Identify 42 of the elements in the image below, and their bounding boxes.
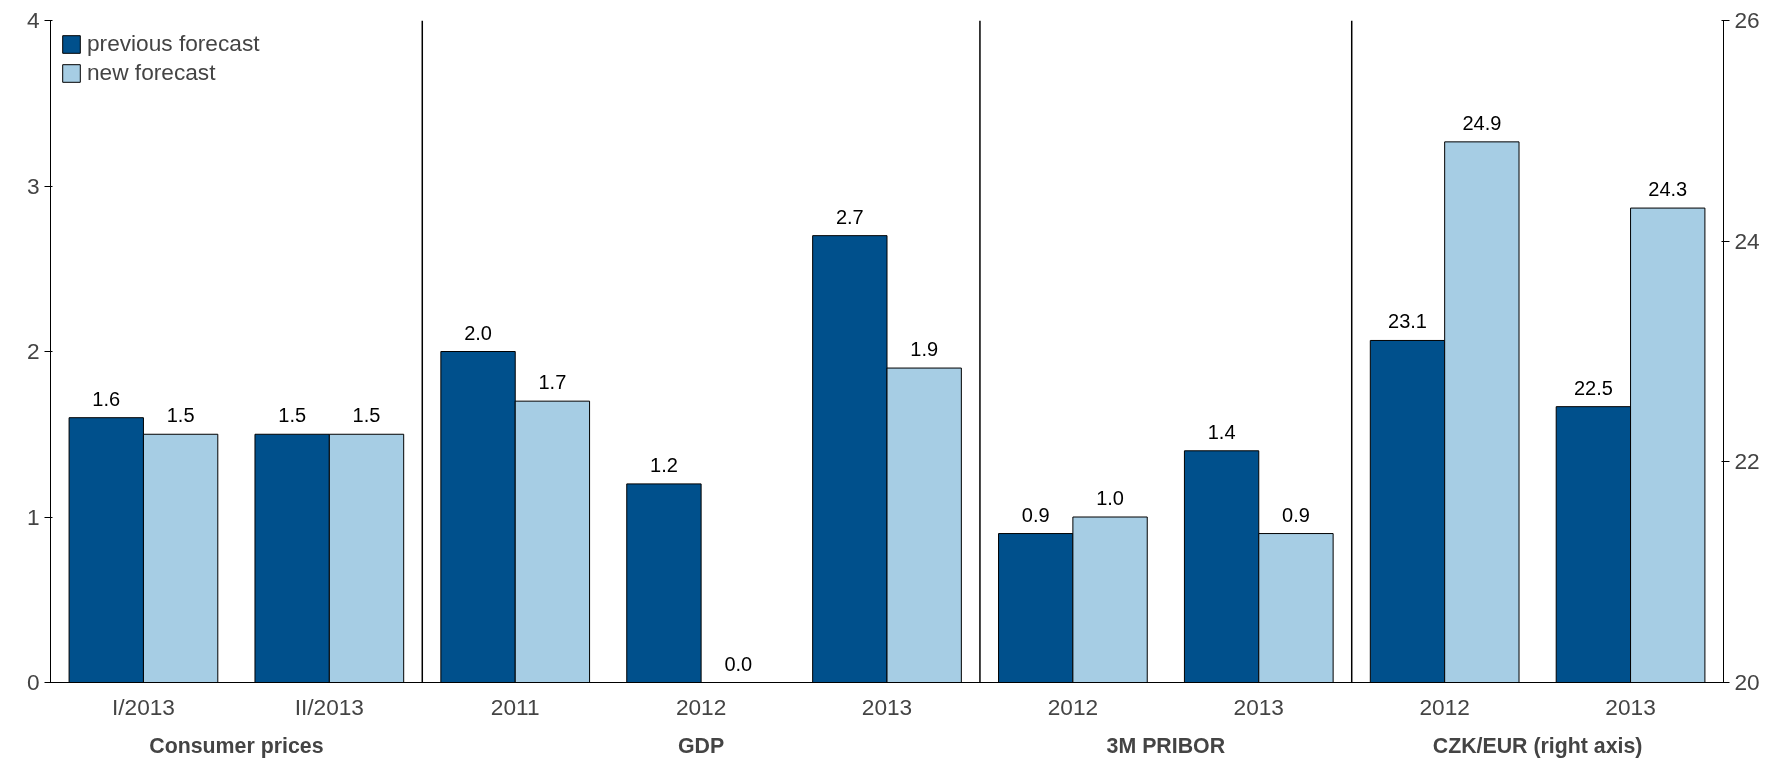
- data-label: 24.3: [1648, 178, 1688, 201]
- data-label: 1.7: [538, 371, 567, 394]
- data-label: 1.9: [910, 338, 939, 361]
- x-tick-label: 2012: [675, 693, 727, 720]
- y-tick-label: 1: [26, 503, 40, 530]
- y2-tick-label: 24: [1734, 227, 1760, 254]
- text: GDP: [678, 733, 725, 758]
- text: 3M PRIBOR: [1106, 733, 1226, 758]
- data-label: 1.4: [1207, 420, 1236, 443]
- data-label: 1.6: [92, 387, 121, 410]
- y-tick-label: 4: [26, 7, 40, 33]
- x-tick-label: II/2013: [294, 693, 364, 720]
- x-tick-label: 2012: [1047, 693, 1099, 720]
- y2-tick-label: 22: [1734, 448, 1760, 475]
- data-label: 1.2: [650, 453, 678, 476]
- x-tick-label: 2013: [861, 693, 913, 720]
- y-tick-label: 3: [26, 172, 40, 199]
- data-label: 23.1: [1388, 310, 1427, 333]
- text: Consumer prices: [149, 733, 324, 758]
- legend-label: previous forecast: [87, 30, 260, 57]
- data-label: 24.9: [1462, 111, 1502, 134]
- data-label: 1.5: [166, 404, 195, 427]
- x-tick-label: 2013: [1233, 693, 1284, 720]
- y2-tick-label: 26: [1734, 7, 1760, 33]
- text: CZK/EUR (right axis): [1432, 733, 1643, 758]
- data-label: 0.9: [1282, 503, 1310, 526]
- data-label: 1.5: [278, 404, 307, 427]
- x-tick-label: 2012: [1419, 693, 1470, 720]
- data-label: 22.5: [1573, 376, 1613, 399]
- data-label: 0.9: [1021, 503, 1050, 526]
- data-label: 0.0: [724, 652, 753, 675]
- x-tick-label: 2011: [490, 693, 540, 720]
- y-tick-label: 2: [26, 338, 40, 364]
- x-tick-label: 2013: [1605, 693, 1656, 720]
- x-tick-label: I/2013: [111, 693, 175, 720]
- y-tick-label: 0: [26, 669, 40, 695]
- data-label: 1.0: [1096, 487, 1124, 509]
- legend-label: new forecast: [87, 59, 216, 86]
- data-label: 1.5: [352, 404, 381, 427]
- data-label: 2.7: [835, 205, 864, 228]
- y2-tick-label: 20: [1734, 669, 1760, 695]
- data-label: 2.0: [464, 321, 492, 344]
